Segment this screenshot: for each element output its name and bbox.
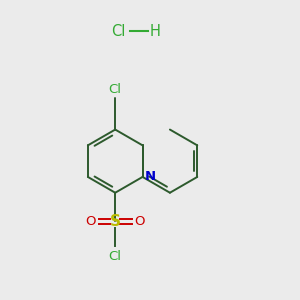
- Text: Cl: Cl: [109, 250, 122, 263]
- Text: Cl: Cl: [112, 24, 126, 39]
- Text: O: O: [134, 214, 145, 228]
- Text: O: O: [85, 214, 96, 228]
- Text: H: H: [150, 24, 161, 39]
- Text: N: N: [145, 170, 156, 183]
- Text: Cl: Cl: [109, 83, 122, 96]
- Text: S: S: [110, 214, 121, 229]
